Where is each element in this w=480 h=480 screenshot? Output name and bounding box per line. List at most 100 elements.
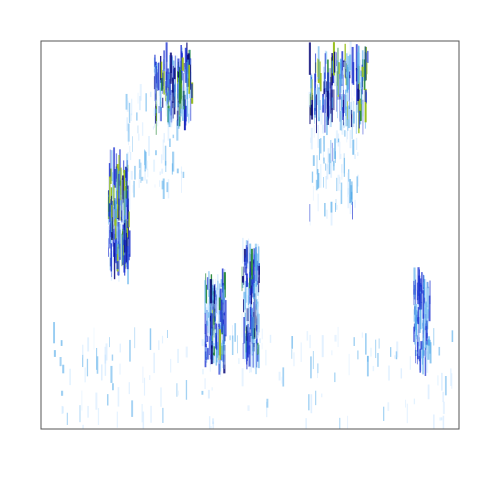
heatmap-streak-630 [204, 312, 206, 335]
heatmap-streak-1268 [313, 125, 315, 138]
heatmap-streak-258 [310, 79, 313, 105]
heatmap-streak-1078 [100, 364, 103, 381]
heatmap-streak-952 [421, 302, 423, 310]
heatmap-streak-626 [207, 305, 210, 337]
heatmap-streak-305 [317, 46, 320, 80]
heatmap-streak-1208 [326, 209, 328, 219]
heatmap-streak-1190 [147, 168, 149, 178]
heatmap-streak-1233 [335, 130, 338, 144]
heatmap-streak-805 [257, 253, 259, 266]
heatmap-streak-997 [317, 363, 319, 374]
heatmap-streak-698 [247, 240, 249, 264]
heatmap-streak-1274 [310, 137, 312, 143]
heatmap-streak-487 [121, 169, 123, 176]
heatmap-streak-43 [154, 65, 156, 102]
heatmap-streak-956 [390, 347, 392, 357]
heatmap-streak-918 [420, 342, 422, 359]
heatmap-streak-658 [204, 280, 207, 314]
heatmap-streak-998 [414, 331, 416, 345]
heatmap-streak-469 [111, 204, 113, 218]
heatmap-streak-1290 [347, 105, 351, 129]
heatmap-streak-677 [215, 300, 218, 317]
heatmap-streak-116 [186, 61, 189, 100]
heatmap-streak-38 [165, 81, 167, 94]
heatmap-streak-745 [255, 340, 257, 375]
heatmap-streak-967 [232, 325, 233, 340]
heatmap-streak-1292 [330, 140, 332, 164]
heatmap-streak-267 [361, 102, 363, 119]
heatmap-streak-1264 [336, 204, 338, 210]
heatmap-streak-1261 [330, 139, 332, 149]
heatmap-streak-1086 [310, 394, 313, 414]
heatmap-streak-740 [241, 313, 243, 338]
heatmap-streak-1035 [238, 358, 240, 364]
heatmap-streak-1029 [265, 349, 267, 366]
heatmap-streak-1007 [234, 323, 237, 342]
heatmap-streak-1178 [138, 173, 140, 188]
heatmap-streak-902 [413, 289, 415, 306]
heatmap-streak-313 [356, 51, 359, 85]
heatmap-streak-343 [120, 214, 123, 237]
heatmap-streak-146 [181, 57, 184, 71]
heatmap-streak-533 [205, 284, 208, 304]
heatmap-streak-144 [174, 82, 176, 108]
heatmap-streak-85 [155, 102, 157, 135]
heatmap-streak-591 [208, 299, 210, 324]
heatmap-streak-1277 [336, 177, 338, 192]
heatmap-streak-1113 [210, 426, 212, 429]
heatmap-streak-1253 [352, 139, 355, 155]
heatmap-streak-1148 [177, 114, 180, 129]
heatmap-streak-1011 [248, 365, 250, 373]
heatmap-streak-970 [293, 352, 295, 367]
heatmap-streak-1030 [366, 355, 369, 377]
heatmap-streak-1090 [141, 404, 143, 423]
heatmap-streak-806 [256, 325, 258, 344]
heatmap-streak-940 [418, 349, 421, 362]
heatmap-streak-373 [113, 147, 116, 186]
heatmap-streak-316 [324, 53, 326, 79]
heatmap-streak-1167 [138, 159, 141, 169]
heatmap-streak-786 [253, 316, 255, 352]
heatmap-streak-816 [247, 321, 249, 332]
heatmap-streak-50 [154, 108, 155, 128]
heatmap-streak-1134 [136, 112, 138, 121]
heatmap-streak-862 [421, 322, 424, 329]
heatmap-streak-1013 [62, 364, 65, 374]
heatmap-streak-502 [109, 230, 111, 249]
heatmap-streak-1074 [97, 408, 100, 425]
heatmap-streak-536 [206, 302, 209, 311]
heatmap-streak-654 [222, 354, 225, 362]
heatmap-streak-863 [424, 307, 426, 324]
heatmap-streak-845 [423, 326, 425, 349]
heatmap-streak-298 [325, 91, 327, 123]
heatmap-streak-1135 [153, 107, 156, 116]
heatmap-streak-948 [416, 282, 419, 301]
heatmap-streak-236 [344, 43, 346, 78]
heatmap-streak-1108 [212, 421, 215, 429]
heatmap-streak-980 [237, 335, 238, 354]
heatmap-streak-331 [351, 46, 354, 84]
heatmap-streak-329 [342, 107, 344, 120]
heatmap-streak-1197 [164, 80, 167, 98]
heatmap-streak-418 [116, 226, 119, 247]
heatmap-streak-755 [244, 255, 246, 273]
heatmap-streak-1020 [353, 337, 355, 346]
heatmap-streak-388 [115, 201, 117, 220]
heatmap-streak-907 [419, 278, 422, 287]
heatmap-streak-325 [326, 90, 329, 125]
heatmap-streak-971 [377, 352, 379, 367]
heatmap-streak-312 [339, 78, 341, 95]
heatmap-streak-988 [396, 341, 399, 358]
heatmap-streak-1120 [144, 170, 146, 181]
heatmap-streak-708 [251, 334, 253, 368]
heatmap-streak-1038 [255, 331, 258, 339]
heatmap-streak-900 [413, 280, 415, 295]
heatmap-streak-963 [348, 353, 350, 376]
heatmap-streak-94 [183, 66, 185, 74]
heatmap-streak-1258 [325, 163, 327, 171]
heatmap-streak-366 [116, 215, 119, 237]
heatmap-streak-163 [166, 103, 168, 111]
heatmap-streak-297 [325, 85, 327, 109]
heatmap-streak-431 [120, 180, 123, 205]
heatmap-streak-808 [253, 274, 256, 299]
